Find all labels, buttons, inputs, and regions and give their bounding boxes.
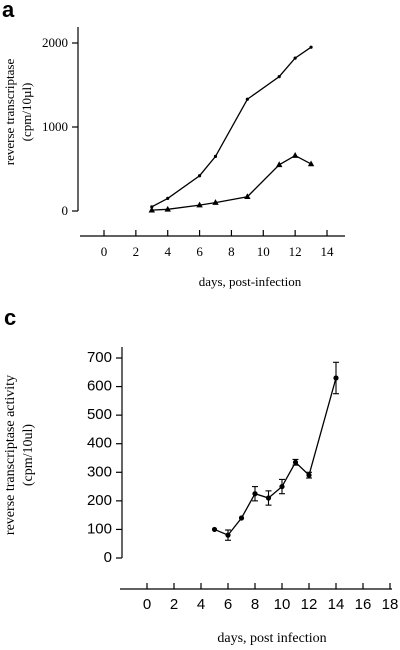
- panel-c-y-tick-label: 200: [87, 492, 112, 509]
- panel-c-ylabel: reverse transcriptase activity (cpm/10ul…: [3, 375, 36, 535]
- panel-a-series-0-point: [309, 45, 313, 49]
- panel-a-x-tick-label: 10: [257, 244, 270, 259]
- panel-a-x-tick-label: 4: [164, 244, 171, 259]
- panel-c-series-0-point: [225, 532, 231, 538]
- panel-a-series-0-point: [197, 174, 202, 178]
- panel-c-x-tick-label: 14: [328, 596, 345, 613]
- panel-a-series-1-point: [276, 161, 283, 168]
- panel-a-x-tick-label: 6: [196, 244, 203, 259]
- panel-c: c reverse transcriptase activity (cpm/10…: [3, 305, 398, 646]
- panel-c-x-tick-label: 0: [143, 596, 151, 613]
- panel-c-y-tick-label: 700: [87, 349, 112, 366]
- panel-c-series-0-line: [214, 377, 337, 536]
- panel-c-x-tick-label: 2: [170, 596, 178, 613]
- panel-a-series-0-point: [245, 97, 249, 101]
- panel-a-y-tick-label: 2000: [42, 35, 68, 50]
- panel-c-series-0-point: [265, 495, 272, 501]
- panel-c-x-tick-label: 8: [251, 596, 259, 613]
- panel-c-x-tick-label: 16: [355, 596, 372, 613]
- panel-a-x-tick-label: 14: [321, 244, 335, 259]
- panel-c-y-tick-label: 500: [87, 406, 112, 423]
- panel-c-x-tick-label: 18: [382, 596, 399, 613]
- panel-a-series-0-point: [293, 56, 297, 60]
- panel-c-x-tick-label: 10: [274, 596, 291, 613]
- panel-c-series-0-point: [333, 375, 339, 381]
- panel-a: a reverse transcriptase (cpm/10µl) days,…: [2, 0, 345, 289]
- panel-a-series-1-point: [212, 199, 219, 205]
- panel-c-y-tick-label: 300: [87, 463, 112, 480]
- panel-a-series-0-point: [213, 154, 218, 158]
- panel-c-series-0-point: [252, 491, 258, 497]
- panel-a-series-0-point: [166, 196, 170, 200]
- panel-a-x-tick-label: 0: [101, 244, 108, 259]
- panel-c-ylabel-line2: (cpm/10ul): [21, 424, 36, 487]
- panel-c-series-0-point: [306, 472, 312, 478]
- panel-c-ylabel-line1: reverse transcriptase activity: [3, 375, 18, 535]
- panel-a-ylabel-line2: (cpm/10µl): [19, 83, 34, 142]
- panel-c-x-tick-label: 4: [197, 596, 205, 613]
- panel-a-y-tick-label: 0: [62, 203, 69, 218]
- panel-c-letter: c: [4, 305, 16, 330]
- panel-c-y-tick-label: 600: [87, 378, 112, 395]
- panel-a-series-0-line: [151, 46, 312, 208]
- panel-a-letter: a: [2, 0, 15, 22]
- panel-c-y-tick-label: 100: [87, 520, 112, 537]
- panel-a-x-tick-label: 2: [133, 244, 140, 259]
- panel-c-y-tick-label: 400: [87, 435, 112, 452]
- panel-a-series-1-line: [151, 154, 312, 211]
- panel-c-series-0-point: [238, 515, 245, 521]
- panel-a-series-1-point: [307, 160, 315, 167]
- panel-c-x-tick-label: 6: [224, 596, 232, 613]
- panel-a-series-1-point: [244, 193, 251, 200]
- panel-a-x-tick-label: 12: [289, 244, 302, 259]
- panel-c-xlabel: days, post infection: [217, 631, 326, 646]
- panel-a-x-tick-label: 8: [228, 244, 235, 259]
- panel-c-series-0-point: [292, 459, 299, 465]
- panel-c-series-0-point: [279, 483, 285, 490]
- panel-a-series-1-point: [148, 206, 155, 213]
- panel-a-y-tick-label: 1000: [42, 119, 68, 134]
- panel-a-series-1-point: [291, 152, 299, 158]
- panel-c-x-tick-label: 12: [301, 596, 318, 613]
- panel-a-series-1-point: [164, 205, 171, 212]
- panel-a-xlabel: days, post-infection: [199, 274, 302, 289]
- panel-c-series-0-point: [211, 526, 218, 533]
- panel-a-series-1-point: [196, 201, 203, 208]
- panel-a-series-0-point: [277, 75, 281, 79]
- panel-a-ylabel: reverse transcriptase (cpm/10µl): [2, 59, 34, 166]
- panel-a-ylabel-line1: reverse transcriptase: [2, 59, 17, 166]
- panel-c-y-tick-label: 0: [104, 549, 112, 566]
